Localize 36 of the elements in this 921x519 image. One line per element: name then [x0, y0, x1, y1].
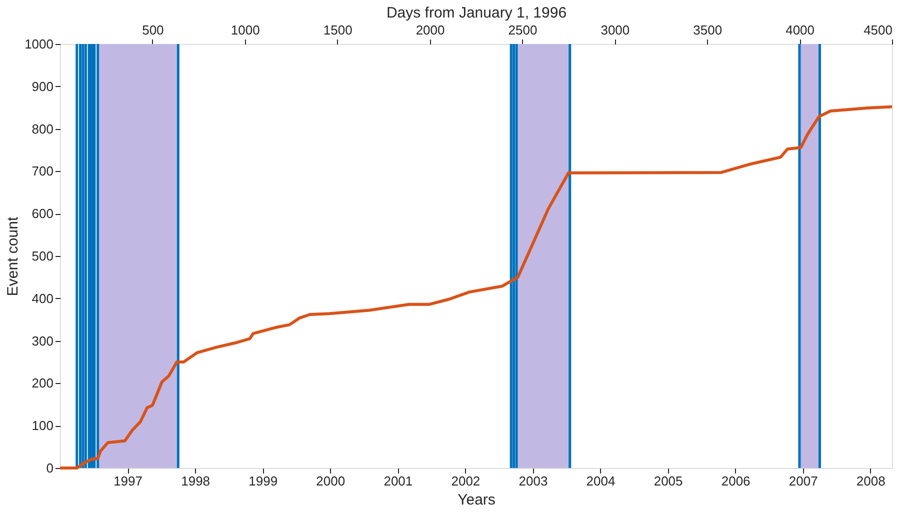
x-tick-label: 2002: [451, 474, 480, 488]
x2-tick-label: 3500: [693, 22, 722, 38]
x2-tick-label: 2500: [508, 22, 538, 38]
x2-tick-label: 1000: [230, 22, 260, 38]
y-tick-label: 100: [32, 418, 54, 434]
y-tick-label: 1000: [24, 36, 54, 52]
x-tick-label: 1997: [114, 474, 142, 488]
x2-tick-label: 2000: [416, 22, 445, 38]
x-tick-label: 1999: [248, 474, 278, 488]
x-tick-label: 2000: [316, 474, 346, 488]
x-tick-label: 1998: [181, 474, 210, 488]
x2-tick-label: 1500: [323, 22, 352, 38]
x-tick-label: 2006: [721, 474, 750, 488]
y-axis-title: Event count: [4, 216, 22, 296]
x-axis-title: Years: [458, 492, 496, 508]
y-tick-label: 300: [32, 333, 54, 348]
x2-tick-label: 4500: [864, 22, 892, 38]
y-tick-label: 400: [32, 290, 54, 306]
x-tick-label: 2001: [384, 474, 413, 488]
x-tick-label: 2007: [788, 474, 818, 488]
x2-tick-label: 500: [142, 22, 164, 38]
y-tick-label: 700: [32, 164, 54, 179]
y-tick-label: 800: [32, 121, 54, 136]
x2-tick-label: 3000: [600, 22, 630, 38]
x-tick-label: 2005: [654, 474, 683, 488]
x-tick-label: 2004: [586, 474, 616, 488]
x-tick-label: 2003: [518, 474, 548, 488]
y-tick-label: 0: [46, 460, 54, 476]
x2-tick-label: 4000: [786, 22, 815, 38]
x-tick-label: 2008: [856, 474, 886, 488]
x2-axis-title: Days from January 1, 1996: [386, 4, 567, 22]
line-series: [58, 105, 894, 470]
y-tick-label: 200: [32, 376, 54, 391]
y-tick-label: 500: [32, 248, 54, 264]
y-tick-label: 900: [32, 78, 54, 94]
y-tick-label: 600: [32, 206, 54, 222]
